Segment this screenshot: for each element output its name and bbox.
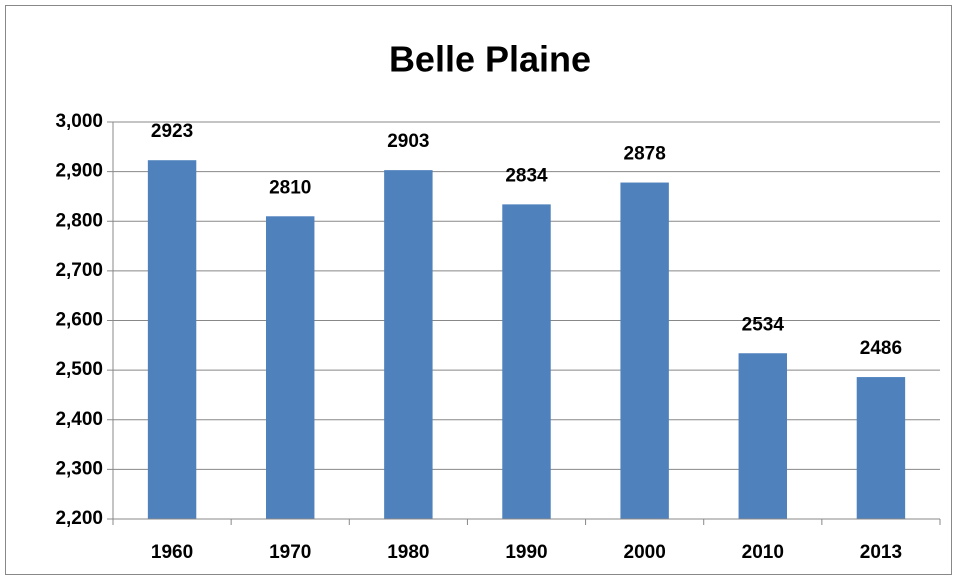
x-tick-label: 2000	[624, 542, 666, 563]
chart-title: Belle Plaine	[389, 39, 591, 80]
bar	[147, 160, 197, 519]
y-tick-label: 2,500	[55, 359, 103, 380]
bar	[384, 170, 433, 520]
bar	[856, 377, 906, 519]
y-tick-label: 2,300	[55, 458, 103, 479]
x-tick-label: 1960	[151, 542, 193, 563]
y-tick-label: 2,200	[55, 508, 103, 529]
y-tick-label: 2,400	[55, 409, 103, 430]
data-label: 2486	[860, 338, 902, 359]
x-tick-label: 2013	[860, 542, 902, 563]
x-tick-label: 2010	[742, 542, 784, 563]
y-tick-label: 2,600	[55, 310, 103, 331]
chart-border	[5, 5, 952, 575]
data-label: 2834	[505, 165, 548, 186]
x-tick-label: 1990	[505, 542, 547, 563]
bar	[502, 204, 551, 519]
bar	[265, 216, 315, 519]
x-tick-label: 1970	[269, 542, 311, 563]
y-tick-label: 2,900	[55, 161, 103, 182]
y-tick-label: 2,700	[55, 260, 103, 281]
data-label: 2903	[387, 131, 429, 152]
data-label: 2810	[269, 177, 311, 198]
y-tick-label: 3,000	[55, 111, 103, 132]
bar	[620, 182, 669, 520]
data-label: 2878	[624, 144, 666, 165]
data-label: 2534	[742, 314, 785, 335]
x-tick-label: 1980	[387, 542, 429, 563]
y-tick-label: 2,800	[55, 210, 103, 231]
data-label: 2923	[151, 121, 193, 142]
bar	[738, 353, 788, 519]
